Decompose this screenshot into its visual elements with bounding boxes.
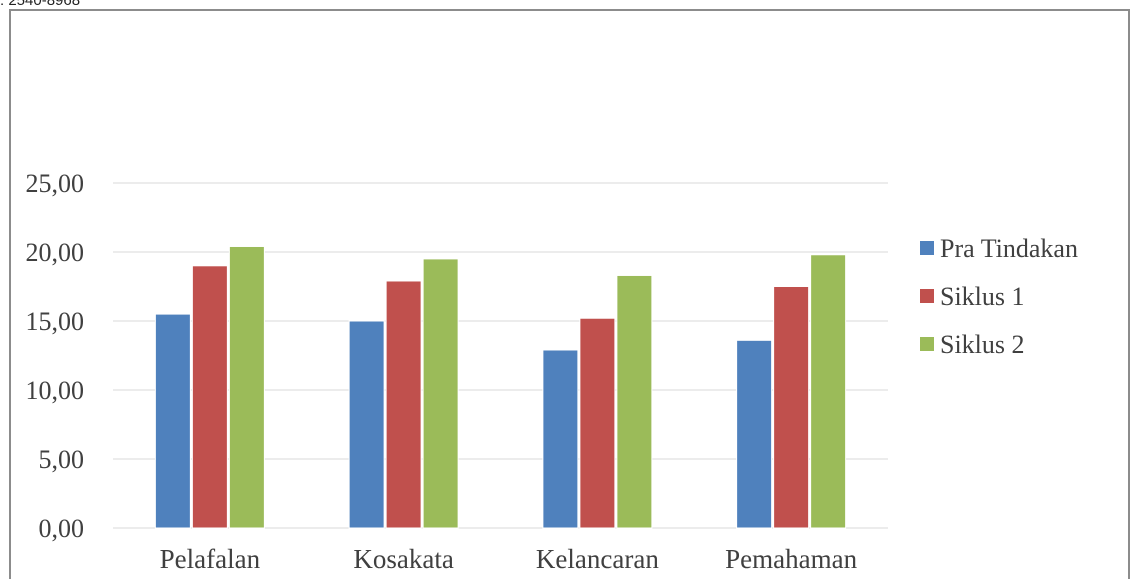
bar-siklus-1-kosakata — [385, 280, 422, 529]
y-tick-label: 25,00 — [26, 169, 85, 198]
bar-pra-tindakan-pemahaman — [736, 339, 773, 529]
header-fragment: : 2540-8968 — [0, 0, 81, 9]
bar-siklus-2-pemahaman — [810, 254, 847, 529]
bar-pra-tindakan-kosakata — [348, 320, 385, 529]
bar-siklus-2-kosakata — [422, 258, 459, 529]
y-tick-label: 10,00 — [26, 376, 85, 405]
bar-siklus-1-kelancaran — [579, 317, 616, 529]
y-tick-label: 15,00 — [26, 307, 85, 336]
legend-swatch — [920, 289, 934, 303]
legend-label: Siklus 2 — [940, 330, 1025, 359]
legend-label: Pra Tindakan — [940, 234, 1078, 263]
legend: Pra Tindakan Siklus 1 Siklus 2 — [920, 234, 1078, 359]
legend-swatch — [920, 241, 934, 255]
y-tick-label: 5,00 — [39, 445, 85, 474]
bar-pra-tindakan-pelafalan — [154, 313, 191, 529]
bar-siklus-1-pelafalan — [191, 265, 228, 529]
x-category-label: Kelancaran — [536, 544, 659, 574]
y-axis-ticks: 0,00 5,00 10,00 15,00 20,00 25,00 — [26, 169, 85, 543]
y-tick-label: 20,00 — [26, 238, 85, 267]
bar-siklus-2-kelancaran — [616, 274, 653, 529]
x-category-label: Pemahaman — [725, 544, 857, 574]
legend-label: Siklus 1 — [940, 282, 1025, 311]
x-category-label: Kosakata — [353, 544, 453, 574]
x-category-label: Pelafalan — [160, 544, 261, 574]
x-axis-labels: Pelafalan Kosakata Kelancaran Pemahaman — [160, 544, 858, 574]
bar-pra-tindakan-kelancaran — [542, 349, 579, 529]
bar-siklus-1-pemahaman — [773, 286, 810, 529]
bar-siklus-2-pelafalan — [228, 245, 265, 529]
y-tick-label: 0,00 — [39, 514, 85, 543]
bars — [154, 245, 847, 529]
legend-swatch — [920, 337, 934, 351]
